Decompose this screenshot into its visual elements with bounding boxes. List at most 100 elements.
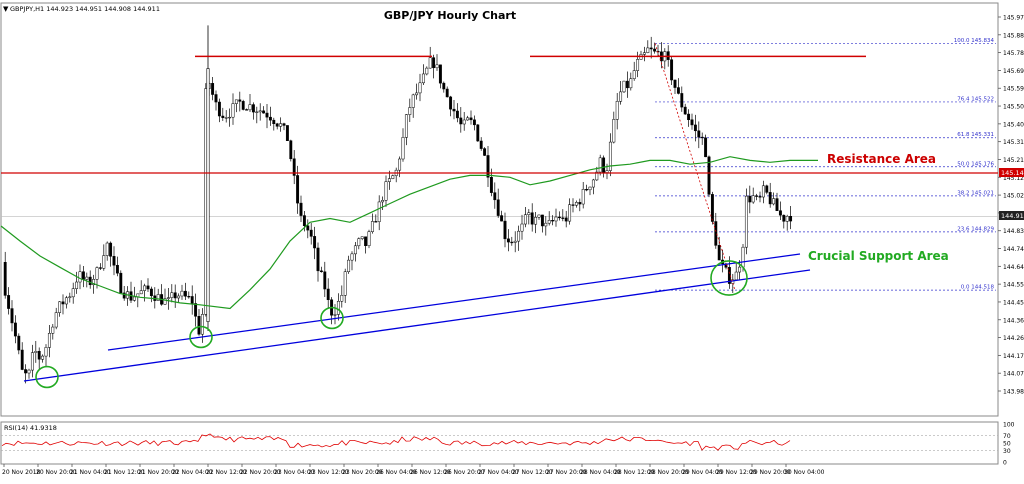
price-tick-label: 144.835: [1003, 228, 1024, 235]
candle-body: [551, 220, 555, 222]
candle-body: [534, 217, 538, 225]
candle-body: [761, 185, 765, 198]
candle-body: [704, 137, 708, 158]
candle-body: [700, 136, 704, 139]
price-tick-label: 144.645: [1003, 264, 1024, 271]
candle-body: [510, 241, 514, 244]
candle-body: [588, 186, 592, 191]
candle-body: [309, 229, 313, 237]
candle-body: [279, 123, 283, 127]
price-tick-label: 145.120: [1003, 175, 1024, 182]
candle-body: [398, 158, 402, 171]
price-tick-label: 145.975: [1003, 15, 1024, 22]
price-tick-label: 144.455: [1003, 299, 1024, 306]
candle-body: [61, 301, 65, 305]
price-tick-label: 144.550: [1003, 282, 1024, 289]
candle-body: [75, 281, 79, 289]
time-tick-label: 29 Nov 12:00: [716, 469, 757, 476]
candle-body: [748, 195, 752, 203]
candle-body: [673, 79, 677, 88]
price-tick-label: 145.025: [1003, 193, 1024, 200]
candle-body: [350, 253, 354, 261]
candle-body: [81, 271, 85, 280]
candle-body: [772, 198, 776, 205]
candle-body: [517, 230, 521, 242]
symbol-line: GBPJPY,H1 144.923 144.951 144.908 144.91…: [10, 5, 160, 13]
candle-body: [231, 103, 235, 118]
candle-body: [282, 123, 286, 126]
candle-body: [476, 124, 480, 142]
price-tick-label: 145.310: [1003, 139, 1024, 146]
candle-body: [714, 221, 718, 246]
candle-body: [527, 212, 531, 215]
candle-body: [85, 276, 89, 280]
candle-body: [177, 295, 181, 299]
candle-body: [625, 80, 629, 89]
candle-body: [636, 59, 640, 71]
candle-body: [245, 109, 249, 111]
time-tick-label: 22 Nov 04:00: [172, 469, 213, 476]
candle-body: [622, 80, 626, 93]
candle-body: [571, 204, 575, 206]
candle-body: [200, 314, 204, 335]
time-tick-label: 21 Nov 12:00: [104, 469, 145, 476]
candle-body: [241, 101, 245, 110]
candle-body: [132, 296, 136, 301]
candle-body: [248, 104, 252, 111]
candle-body: [156, 294, 160, 301]
candle-body: [47, 333, 51, 348]
candle-body: [676, 87, 680, 94]
candle-body: [20, 349, 24, 370]
time-tick-label: 30 Nov 04:00: [784, 469, 825, 476]
candle-body: [234, 99, 238, 104]
time-tick-label: 28 Nov 04:00: [580, 469, 621, 476]
price-tick-label: 145.690: [1003, 68, 1024, 75]
candle-body: [758, 196, 762, 198]
candle-body: [149, 288, 153, 297]
candle-body: [425, 67, 429, 75]
candle-body: [785, 215, 789, 222]
candle-body: [163, 298, 167, 305]
candle-body: [44, 347, 48, 357]
candle-body: [68, 296, 72, 299]
candle-body: [265, 112, 269, 118]
candle-body: [755, 195, 759, 197]
candle-body: [469, 117, 473, 121]
candle-body: [54, 312, 58, 328]
candle-body: [472, 119, 476, 126]
candle-body: [391, 175, 395, 179]
price-tick-label: 144.265: [1003, 335, 1024, 342]
candle-body: [557, 216, 561, 219]
candle-body: [432, 57, 436, 69]
candle-body: [109, 242, 113, 257]
candle-body: [170, 292, 174, 298]
candle-body: [183, 290, 187, 297]
candle-body: [292, 158, 296, 176]
candle-body: [778, 210, 782, 216]
candle-body: [690, 119, 694, 126]
time-tick-label: 29 Nov 20:00: [750, 469, 791, 476]
candle-body: [404, 114, 408, 138]
candle-body: [146, 285, 150, 290]
candle-body: [30, 352, 34, 371]
lower-trendline: [23, 269, 811, 382]
candle-body: [493, 192, 497, 201]
candle-body: [98, 267, 102, 269]
moving-average-line: [0, 156, 818, 310]
fib-diagonal: [654, 43, 736, 291]
candle-body: [408, 107, 412, 115]
candle-body: [503, 220, 507, 240]
candle-body: [299, 202, 303, 216]
candle-body: [357, 238, 361, 247]
candle-body: [251, 104, 255, 113]
price-tick-label: 144.740: [1003, 246, 1024, 253]
time-tick-label: 28 Nov 12:00: [614, 469, 655, 476]
candle-body: [347, 259, 351, 272]
candle-body: [411, 94, 415, 108]
fib-level-label: 38.2 145.021: [957, 190, 994, 196]
candle-body: [547, 220, 551, 224]
candle-body: [187, 295, 191, 298]
candle-body: [666, 51, 670, 60]
candle-body: [649, 47, 653, 50]
